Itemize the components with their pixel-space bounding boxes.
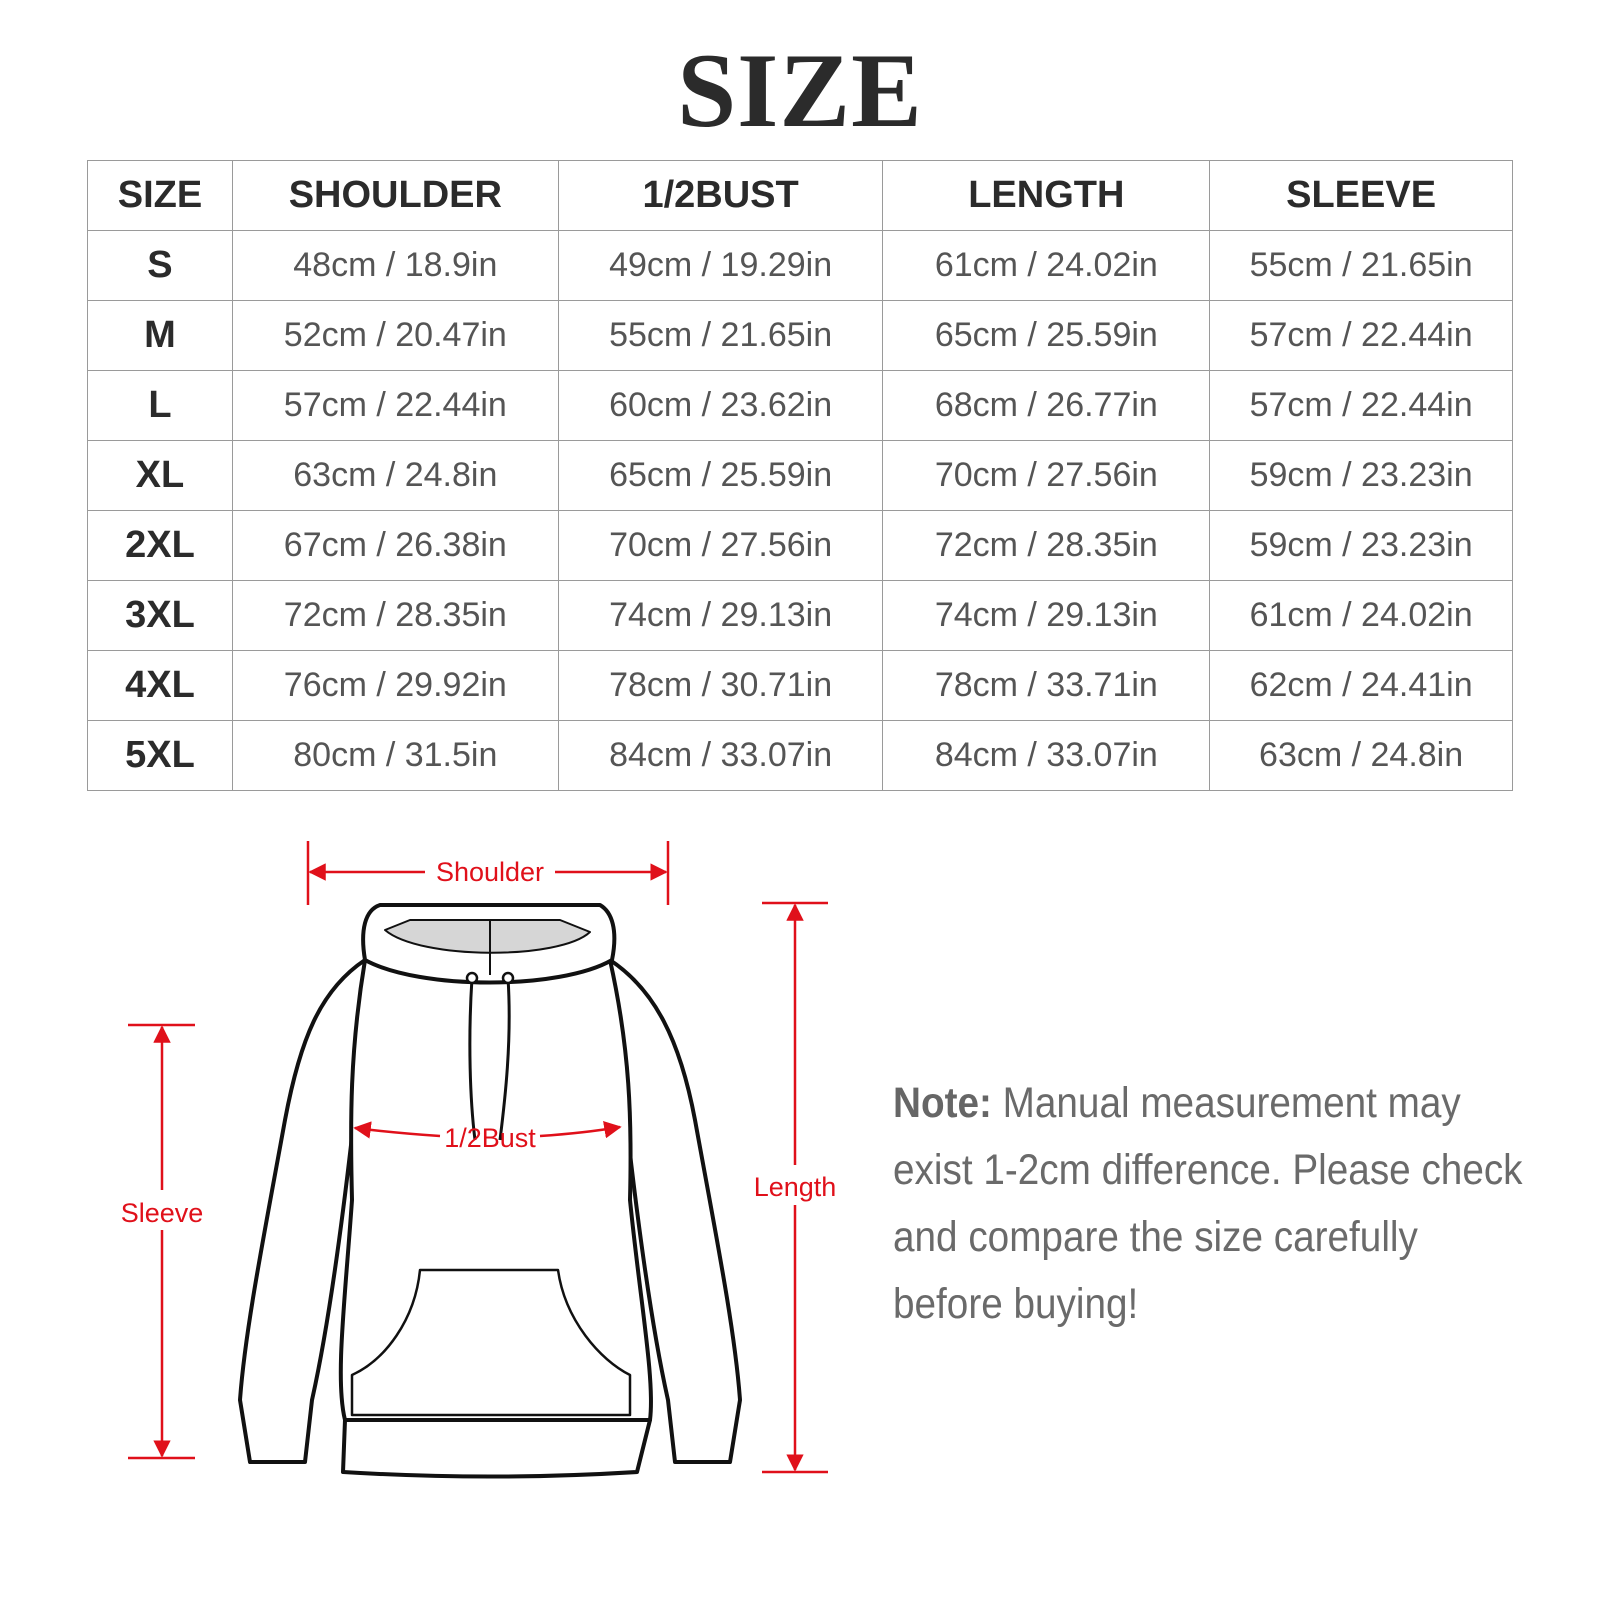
table-row: 2XL 67cm / 26.38in 70cm / 27.56in 72cm / 28… bbox=[87, 510, 1513, 581]
table-row: M 52cm / 20.47in 55cm / 21.65in 65cm / 25.5… bbox=[87, 300, 1513, 371]
size-cell: XL bbox=[87, 440, 233, 511]
measurement-cell: 49cm / 19.29in bbox=[557, 230, 884, 301]
measurement-cell: 60cm / 23.62in bbox=[557, 370, 884, 441]
measurement-cell: 84cm / 33.07in bbox=[882, 720, 1211, 791]
measurement-cell: 84cm / 33.07in bbox=[557, 720, 884, 791]
measurement-cell: 80cm / 31.5in bbox=[231, 720, 559, 791]
measurement-cell: 74cm / 29.13in bbox=[557, 580, 884, 651]
measurement-cell: 65cm / 25.59in bbox=[557, 440, 884, 511]
hoodie-illustration bbox=[238, 903, 742, 1479]
measurement-cell: 62cm / 24.41in bbox=[1209, 650, 1513, 721]
column-header: 1/2BUST bbox=[557, 160, 884, 231]
table-header-row: SIZE SHOULDER 1/2BUST LENGTH SLEEVE bbox=[87, 160, 1513, 231]
table-row: 4XL 76cm / 29.92in 78cm / 30.71in 78cm / 33… bbox=[87, 650, 1513, 721]
measurement-cell: 67cm / 26.38in bbox=[231, 510, 559, 581]
bust-arrow-left bbox=[353, 1121, 441, 1139]
length-label: Length bbox=[754, 1172, 837, 1202]
measurement-cell: 59cm / 23.23in bbox=[1209, 510, 1513, 581]
sleeve-label: Sleeve bbox=[121, 1198, 204, 1228]
measurement-cell: 55cm / 21.65in bbox=[557, 300, 884, 371]
bust-arrow-right bbox=[539, 1121, 622, 1139]
measurement-cell: 61cm / 24.02in bbox=[1209, 580, 1513, 651]
measurement-cell: 72cm / 28.35in bbox=[882, 510, 1211, 581]
size-cell: M bbox=[87, 300, 233, 371]
size-cell: S bbox=[87, 230, 233, 301]
measurement-cell: 57cm / 22.44in bbox=[231, 370, 559, 441]
measurement-cell: 48cm / 18.9in bbox=[231, 230, 559, 301]
table-row: L 57cm / 22.44in 60cm / 23.62in 68cm / 26.7… bbox=[87, 370, 1513, 441]
table-row: S 48cm / 18.9in 49cm / 19.29in 61cm / 24.02… bbox=[87, 230, 1513, 301]
note-text: Note: Manual measurement may exist 1-2cm… bbox=[893, 1070, 1532, 1338]
size-cell: 3XL bbox=[87, 580, 233, 651]
measurement-cell: 57cm / 22.44in bbox=[1209, 370, 1513, 441]
size-table: SIZE SHOULDER 1/2BUST LENGTH SLEEVE S 48cm / … bbox=[87, 160, 1513, 791]
measurement-cell: 72cm / 28.35in bbox=[231, 580, 559, 651]
size-cell: L bbox=[87, 370, 233, 441]
page-title: SIZE bbox=[677, 32, 923, 149]
bust-label: 1/2Bust bbox=[444, 1123, 536, 1153]
measurement-guides bbox=[128, 841, 828, 1474]
shoulder-label: Shoulder bbox=[436, 857, 544, 887]
measurement-cell: 52cm / 20.47in bbox=[231, 300, 559, 371]
measurement-cell: 76cm / 29.92in bbox=[231, 650, 559, 721]
measurement-cell: 74cm / 29.13in bbox=[882, 580, 1211, 651]
measurement-cell: 63cm / 24.8in bbox=[1209, 720, 1513, 791]
table-row: 5XL 80cm / 31.5in 84cm / 33.07in 84cm / 33.… bbox=[87, 720, 1513, 791]
size-cell: 5XL bbox=[87, 720, 233, 791]
note-label: Note: bbox=[893, 1079, 992, 1127]
column-header: SIZE bbox=[87, 160, 233, 231]
size-cell: 4XL bbox=[87, 650, 233, 721]
column-header: LENGTH bbox=[882, 160, 1211, 231]
measurement-cell: 61cm / 24.02in bbox=[882, 230, 1211, 301]
table-row: 3XL 72cm / 28.35in 74cm / 29.13in 74cm / 29… bbox=[87, 580, 1513, 651]
measurement-cell: 65cm / 25.59in bbox=[882, 300, 1211, 371]
measurement-cell: 68cm / 26.77in bbox=[882, 370, 1211, 441]
measurement-cell: 59cm / 23.23in bbox=[1209, 440, 1513, 511]
column-header: SLEEVE bbox=[1209, 160, 1513, 231]
measurement-cell: 57cm / 22.44in bbox=[1209, 300, 1513, 371]
measurement-cell: 55cm / 21.65in bbox=[1209, 230, 1513, 301]
measurement-cell: 78cm / 30.71in bbox=[557, 650, 884, 721]
measurement-cell: 70cm / 27.56in bbox=[557, 510, 884, 581]
measurement-cell: 63cm / 24.8in bbox=[231, 440, 559, 511]
table-row: XL 63cm / 24.8in 65cm / 25.59in 70cm / 27.5… bbox=[87, 440, 1513, 511]
note-body: Manual measurement may exist 1-2cm diffe… bbox=[893, 1079, 1523, 1328]
table-body: S 48cm / 18.9in 49cm / 19.29in 61cm / 24.02… bbox=[87, 230, 1513, 791]
